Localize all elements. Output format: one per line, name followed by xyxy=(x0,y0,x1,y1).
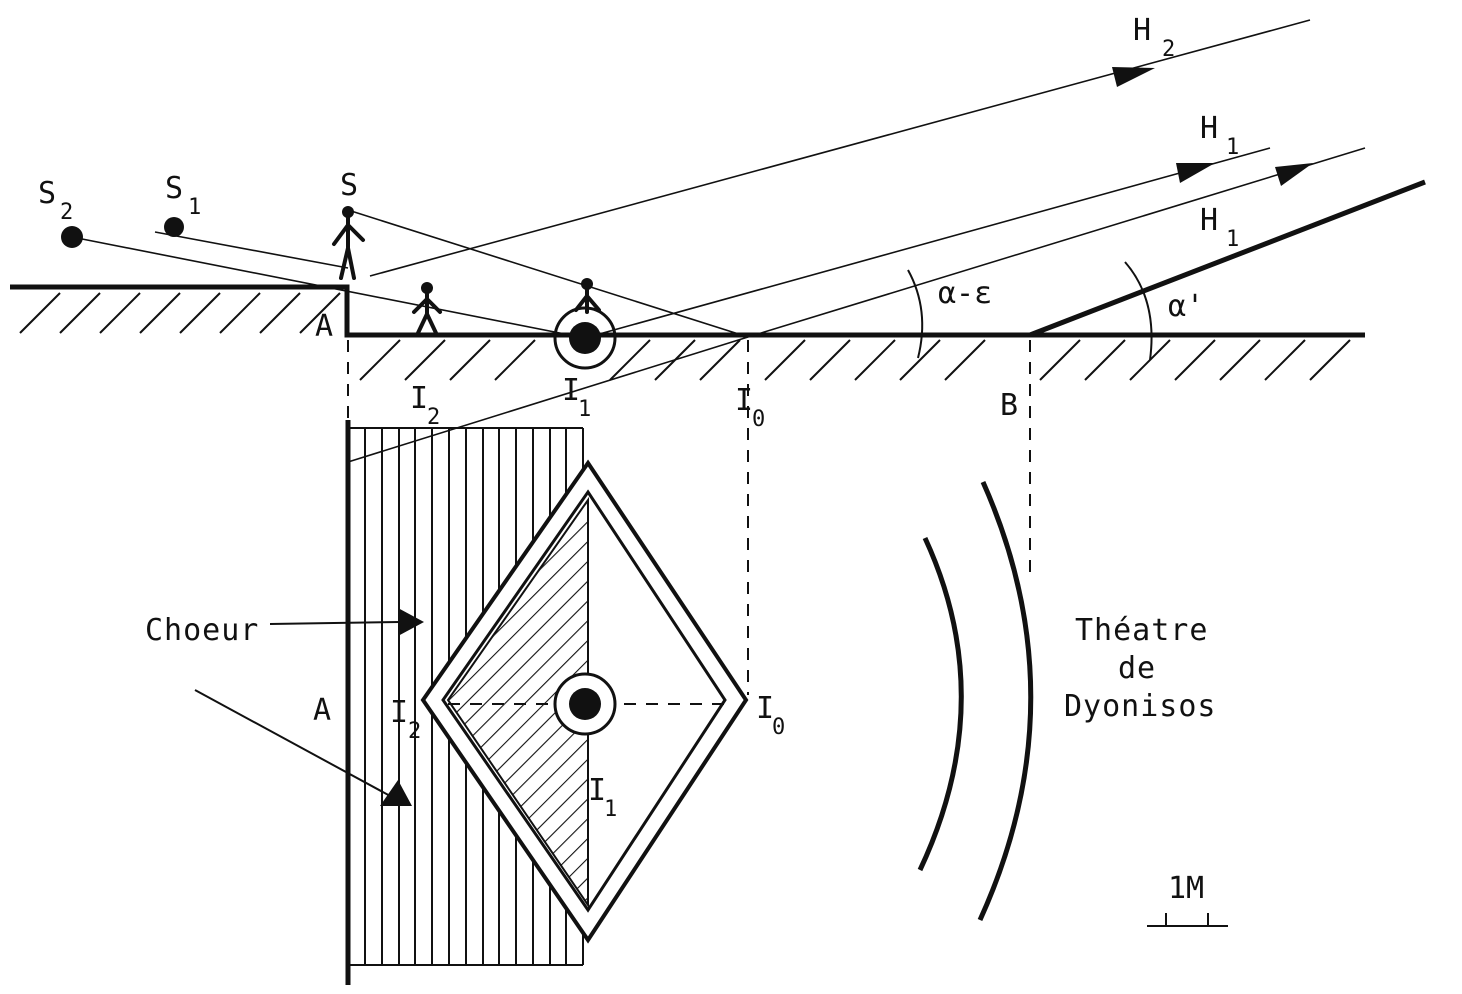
svg-text:S: S xyxy=(165,171,183,206)
svg-text:I: I xyxy=(756,691,774,726)
theatre-arcs xyxy=(917,480,1034,922)
label-theatre-line2: de xyxy=(1118,651,1156,686)
svg-text:I: I xyxy=(588,773,606,808)
label-a-section: A xyxy=(315,309,333,344)
label-i1-section: I 1 xyxy=(562,373,591,422)
svg-text:2: 2 xyxy=(1162,37,1175,62)
label-h1-upper: H 1 xyxy=(1200,111,1239,160)
svg-text:1: 1 xyxy=(1226,227,1239,252)
label-i0-plan: I 0 xyxy=(756,691,785,740)
svg-text:1: 1 xyxy=(604,797,617,822)
svg-text:S: S xyxy=(38,176,56,211)
label-i2-section: I 2 xyxy=(410,381,440,430)
label-h1-lower: H 1 xyxy=(1200,203,1239,252)
ray-arrowheads xyxy=(1112,67,1313,186)
label-choeur: Choeur xyxy=(145,613,259,648)
label-i2-plan: I 2 xyxy=(390,695,421,744)
svg-text:I: I xyxy=(735,383,753,418)
svg-text:H: H xyxy=(1200,111,1218,146)
label-s1: S 1 xyxy=(165,171,201,220)
altar-section xyxy=(553,306,617,370)
svg-text:0: 0 xyxy=(772,715,785,740)
svg-text:I: I xyxy=(410,381,428,416)
light-rays xyxy=(71,19,1366,463)
label-s: S xyxy=(340,168,358,203)
label-theatre-line1: Théatre xyxy=(1075,613,1208,648)
svg-text:2: 2 xyxy=(60,200,73,225)
scale-bar xyxy=(1147,913,1228,927)
label-h2: H 2 xyxy=(1133,13,1175,62)
figure-chorus-member xyxy=(412,282,442,335)
projection-lines xyxy=(347,340,1031,695)
svg-text:1: 1 xyxy=(578,397,591,422)
ground-profile xyxy=(10,179,1426,338)
svg-text:I: I xyxy=(562,373,580,408)
label-a-plan: A xyxy=(313,693,331,728)
label-i1-plan: I 1 xyxy=(588,773,617,822)
label-scale: 1M xyxy=(1168,871,1204,906)
label-s2: S 2 xyxy=(38,176,73,225)
label-angle-alpha-prime: α' xyxy=(1168,289,1204,324)
svg-text:1: 1 xyxy=(188,195,201,220)
label-b: B xyxy=(1000,388,1018,423)
choeur-arrows xyxy=(194,608,424,806)
source-s2 xyxy=(61,226,83,248)
altar-plan xyxy=(553,672,617,736)
svg-text:I: I xyxy=(390,695,408,730)
svg-text:2: 2 xyxy=(427,405,440,430)
label-angle-alpha-epsilon: α-ε xyxy=(938,276,992,311)
svg-text:H: H xyxy=(1133,13,1151,48)
label-theatre-line3: Dyonisos xyxy=(1064,689,1217,724)
svg-text:H: H xyxy=(1200,203,1218,238)
svg-text:2: 2 xyxy=(408,719,421,744)
figure-s-actor xyxy=(332,206,365,280)
svg-text:1: 1 xyxy=(1226,135,1239,160)
source-s1 xyxy=(164,217,184,237)
label-i0-section: I 0 xyxy=(735,383,765,432)
angle-arcs xyxy=(907,261,1153,361)
svg-text:0: 0 xyxy=(752,407,765,432)
